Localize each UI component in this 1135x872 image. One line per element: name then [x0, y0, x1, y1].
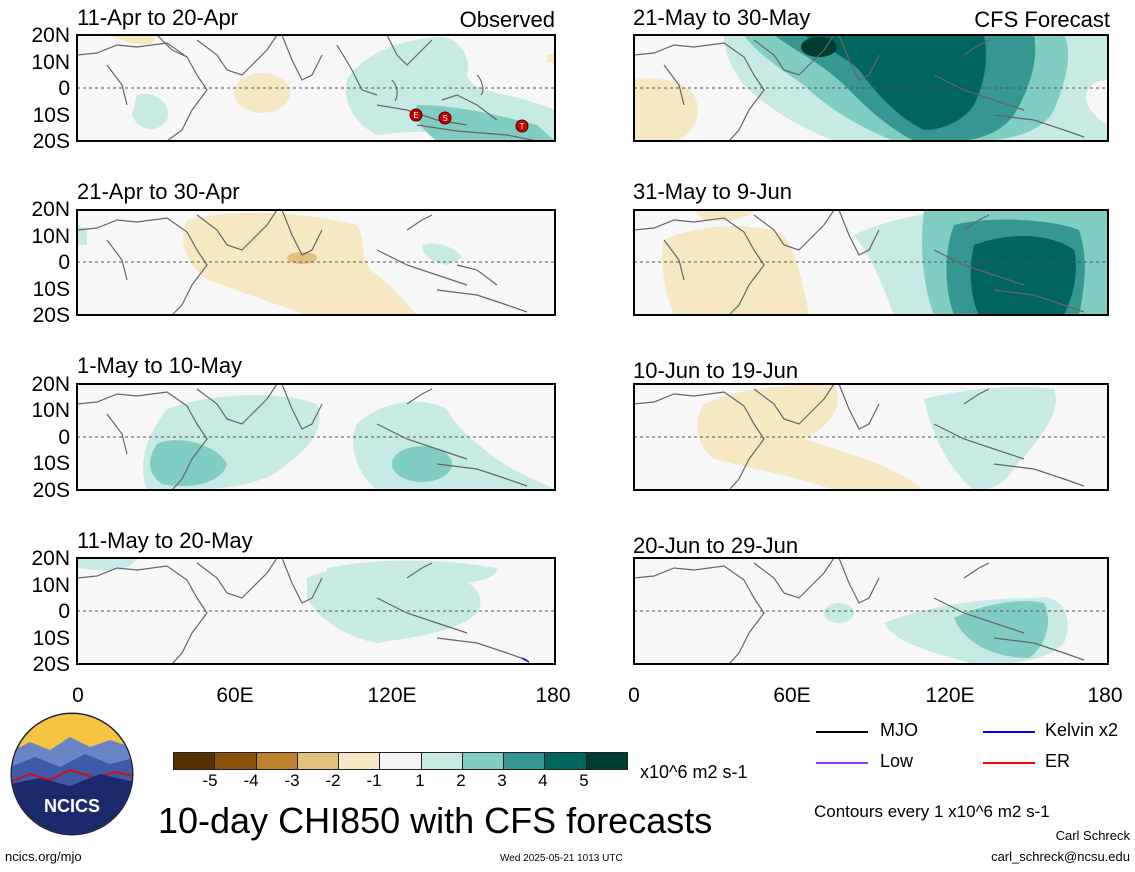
colorbar-tick: -2: [325, 771, 341, 790]
lat-label: 20S: [32, 653, 70, 676]
colorbar-cell: [173, 752, 216, 770]
author: Carl Schreck: [1055, 828, 1130, 843]
panel-title: 20-Jun to 29-Jun: [633, 533, 799, 558]
colorbar-cell: [338, 752, 381, 770]
colorbar-cell: [255, 752, 298, 770]
mjo-line: [816, 731, 868, 733]
panel-title: 31-May to 9-Jun: [633, 179, 792, 204]
source-url[interactable]: ncics.org/mjo: [5, 849, 82, 864]
lat-label: 10N: [31, 51, 70, 74]
colorbar-tick: -5: [202, 771, 218, 790]
svg-text:T: T: [520, 122, 525, 131]
colorbar-tick: 2: [456, 771, 466, 790]
colorbar: [173, 752, 628, 770]
colorbar-cell: [379, 752, 422, 770]
map-area: [634, 35, 1108, 141]
lat-label: 20N: [31, 373, 70, 396]
svg-text:S: S: [442, 114, 447, 123]
ncics-logo: NCICS: [10, 712, 134, 836]
lon-label: 180: [535, 684, 571, 707]
lon-label: 60E: [773, 684, 811, 707]
svg-text:E: E: [413, 111, 418, 120]
colorbar-cell: [420, 752, 463, 770]
figure-title: 10-day CHI850 with CFS forecasts: [158, 800, 713, 841]
lat-label: 10S: [32, 627, 70, 650]
lon-label: 60E: [216, 684, 254, 707]
lat-label: 10N: [31, 225, 70, 248]
panel-title: 11-Apr to 20-Apr: [77, 5, 239, 30]
map-area: [77, 210, 555, 315]
lat-label: 20S: [32, 479, 70, 502]
lat-label: 20S: [32, 130, 70, 153]
lat-label: 10S: [32, 452, 70, 475]
panel-title: 21-May to 30-May: [633, 5, 811, 30]
svg-text:NCICS: NCICS: [44, 796, 100, 816]
lat-label: 20N: [31, 24, 70, 47]
panel-title: 21-Apr to 30-Apr: [77, 179, 240, 204]
colorbar-tick: 4: [538, 771, 548, 790]
map-area: [77, 384, 555, 490]
colorbar-cell: [214, 752, 257, 770]
lat-label: 20N: [31, 547, 70, 570]
lon-label: 0: [628, 684, 640, 707]
kelvin-line: [983, 731, 1035, 733]
colorbar-units: x10^6 m2 s-1: [640, 762, 748, 782]
observed-label: Observed: [459, 7, 555, 32]
legend-mjo: MJO: [880, 720, 918, 740]
colorbar-tick: 1: [415, 771, 425, 790]
map-area: E S T: [77, 35, 555, 141]
email[interactable]: carl_schreck@ncsu.edu: [991, 849, 1130, 864]
legend-kelvin: Kelvin x2: [1045, 720, 1119, 740]
colorbar-cell: [296, 752, 340, 770]
colorbar-cell: [544, 752, 587, 770]
colorbar-labels: -5 -4 -3 -2 -1 1 2 3 4 5: [173, 771, 627, 793]
lat-label: 20N: [31, 198, 70, 221]
lat-label: 0: [58, 251, 70, 274]
map-area: [634, 384, 1108, 490]
low-line: [816, 762, 868, 764]
legend-low: Low: [880, 751, 914, 771]
forecast-label: CFS Forecast: [974, 7, 1110, 32]
colorbar-cell: [503, 752, 546, 770]
legend-er: ER: [1045, 751, 1071, 771]
panel-title: 10-Jun to 19-Jun: [633, 358, 799, 383]
panel-title: 11-May to 20-May: [77, 528, 253, 553]
timestamp: Wed 2025-05-21 1013 UTC: [500, 853, 623, 864]
lat-label: 10N: [31, 574, 70, 597]
lat-label: 10N: [31, 399, 70, 422]
lat-label: 20S: [32, 304, 70, 327]
panel-title: 1-May to 10-May: [77, 353, 243, 378]
er-line: [983, 762, 1035, 764]
map-area: [77, 558, 555, 664]
colorbar-cell: [585, 752, 628, 770]
lon-label: 120E: [925, 684, 975, 707]
lon-label: 120E: [367, 684, 417, 707]
colorbar-tick: 3: [497, 771, 507, 790]
storm-marker-icon: E S T: [409, 108, 529, 133]
colorbar-tick: -3: [284, 771, 300, 790]
contour-note: Contours every 1 x10^6 m2 s-1: [814, 802, 1050, 821]
lat-label: 0: [58, 600, 70, 623]
map-area: [634, 210, 1108, 315]
map-area: [634, 558, 1108, 664]
lat-label: 0: [58, 77, 70, 100]
lat-label: 10S: [32, 278, 70, 301]
colorbar-cell: [461, 752, 505, 770]
lon-label: 0: [72, 684, 84, 707]
lat-label: 0: [58, 426, 70, 449]
colorbar-tick: 5: [579, 771, 589, 790]
lon-label: 180: [1087, 684, 1123, 707]
lat-label: 10S: [32, 104, 70, 127]
colorbar-tick: -4: [243, 771, 259, 790]
colorbar-tick: -1: [366, 771, 382, 790]
